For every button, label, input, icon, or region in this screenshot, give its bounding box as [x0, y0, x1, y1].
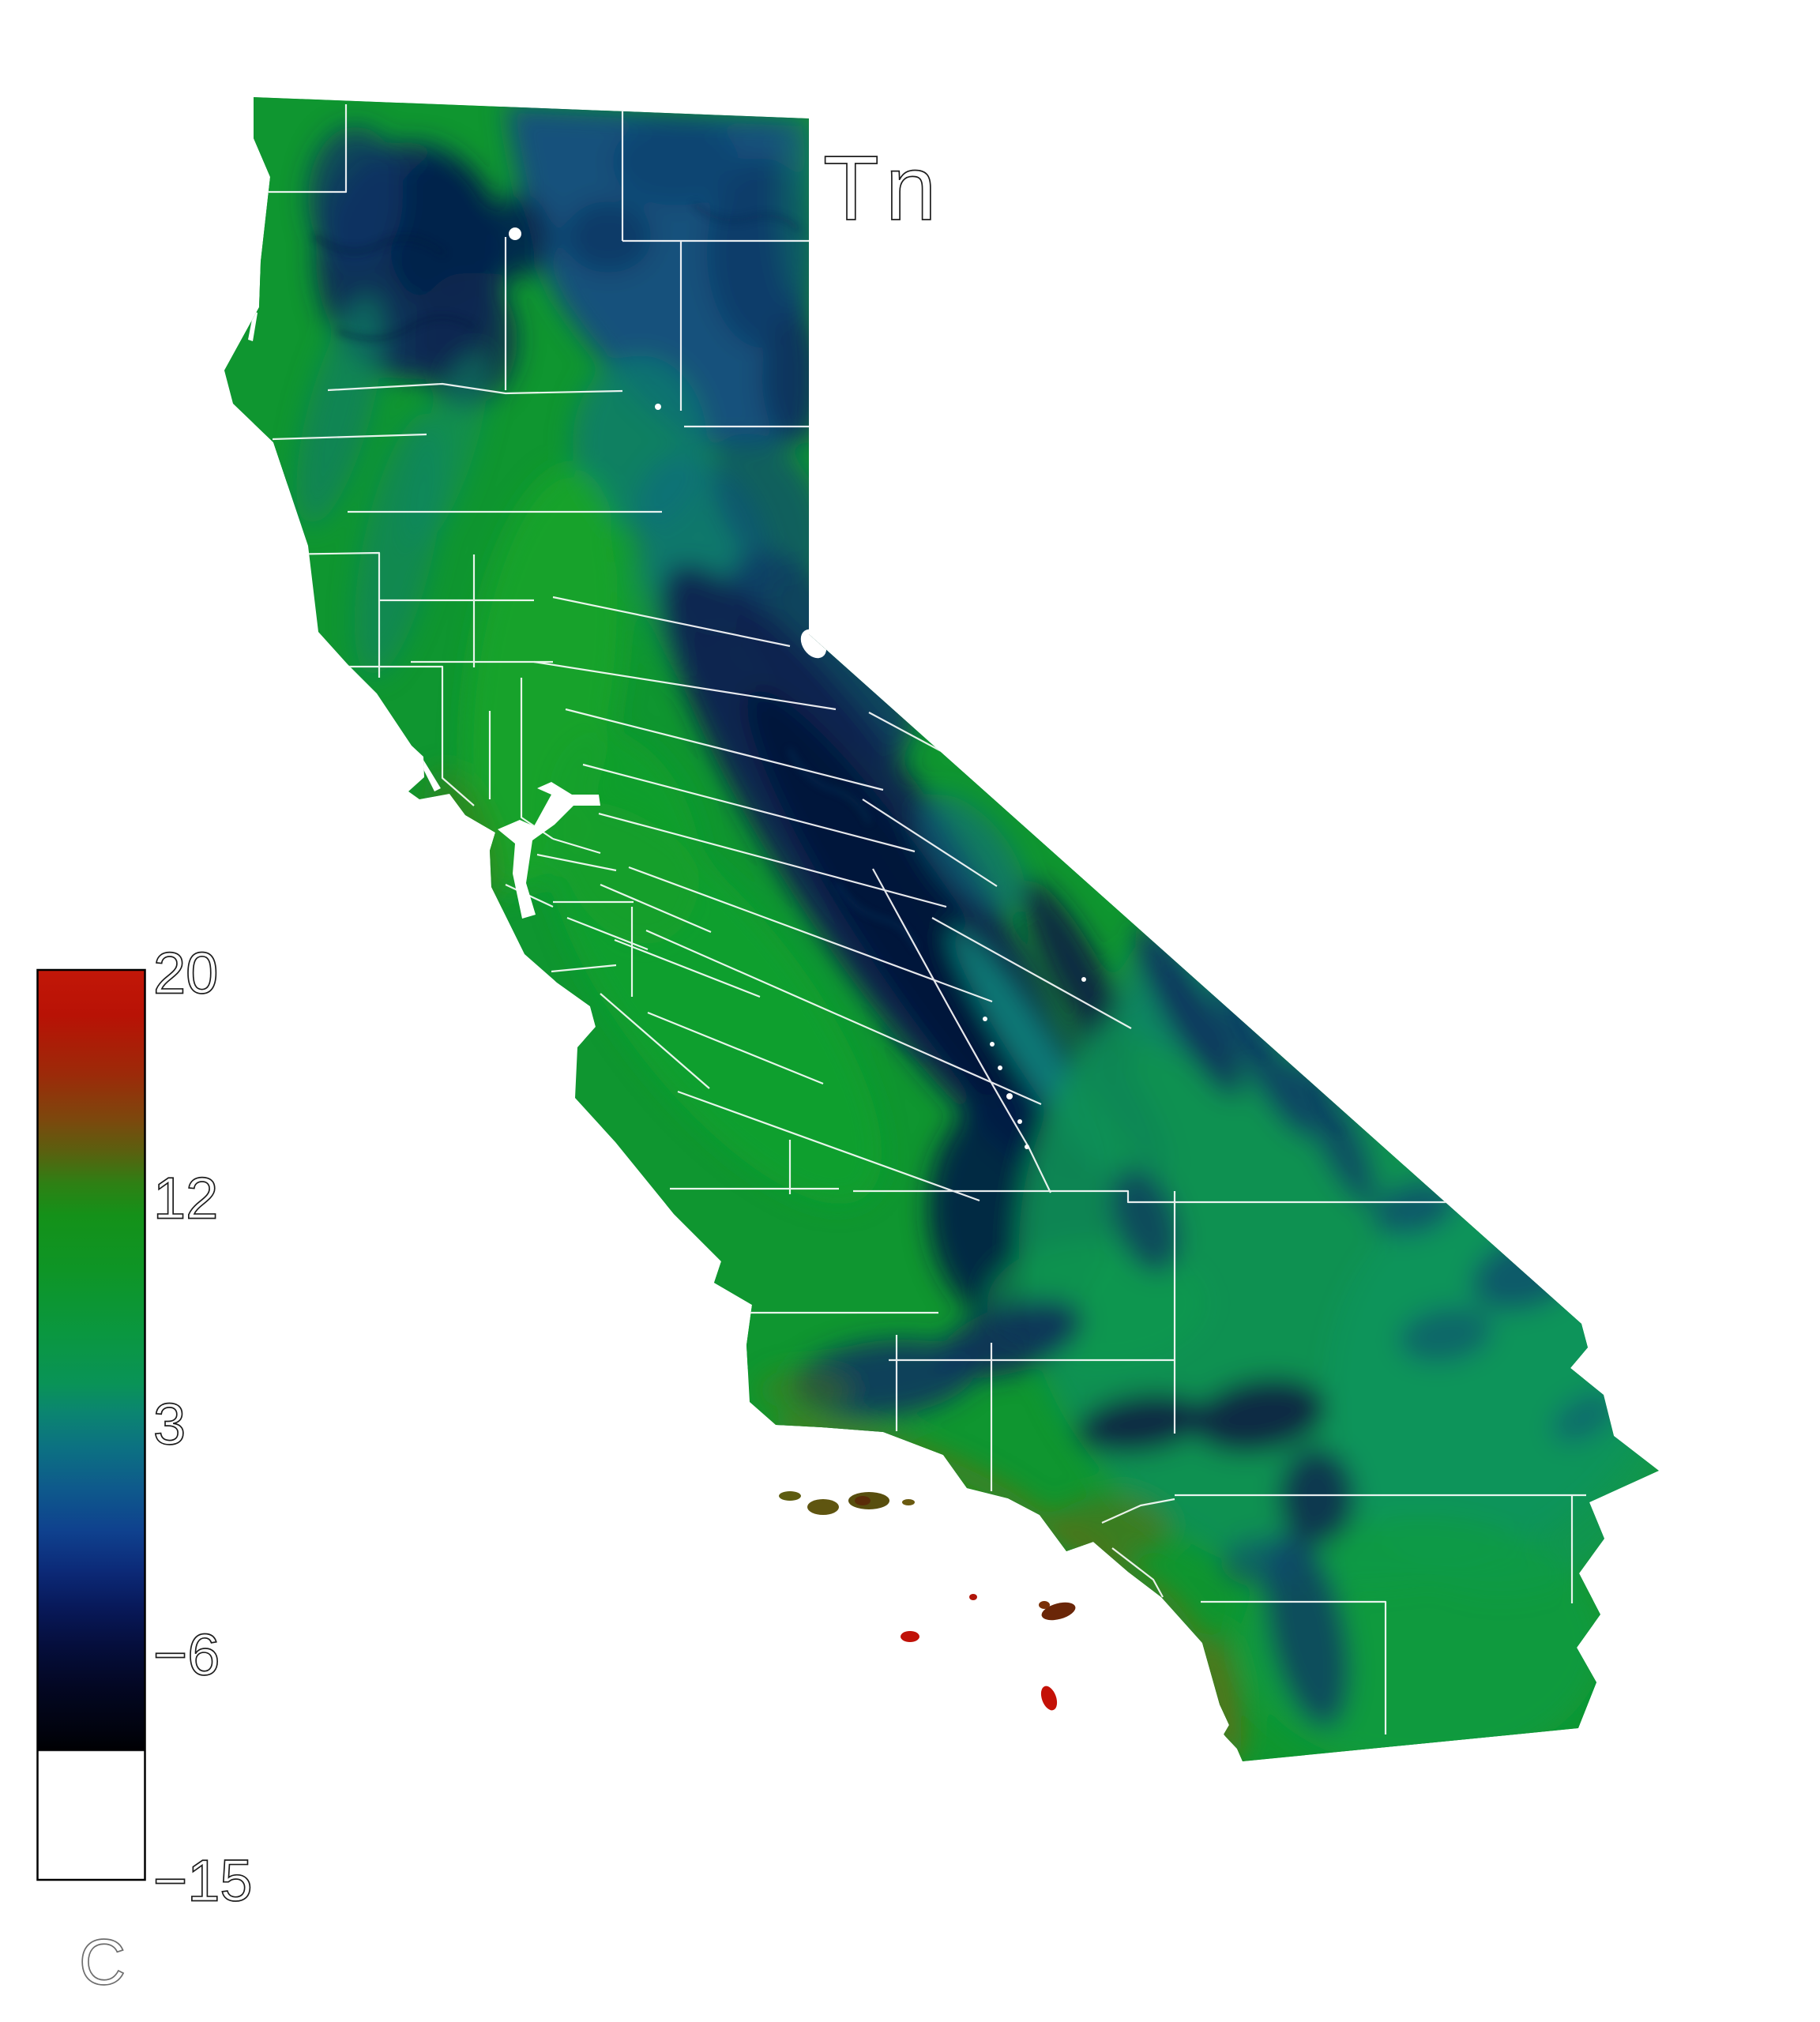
colorbar-tick-3: 3: [153, 1392, 186, 1457]
temperature-field: [296, 104, 1659, 1761]
santa-catalina-island-tip: [1039, 1601, 1050, 1609]
colorbar-tick-12: 12: [153, 1166, 218, 1231]
mount-shasta-dot: [509, 227, 521, 240]
santa-catalina-island: [1041, 1602, 1076, 1621]
san-nicolas-island: [901, 1631, 919, 1642]
colorbar-tick-20: 20: [153, 941, 218, 1006]
white-peak-dots: [509, 227, 1086, 1149]
map-body: [224, 97, 1659, 1761]
colorbar-tick-minus6: −6: [153, 1622, 220, 1688]
colorbar-unit-label: C: [79, 1926, 126, 1998]
colorbar-gradient-bar: [36, 968, 146, 1881]
anacapa-island: [902, 1499, 915, 1505]
san-miguel-island: [779, 1491, 801, 1501]
colorbar-tick-minus15: −15: [153, 1848, 253, 1914]
san-clemente-island: [1040, 1686, 1058, 1711]
santa-cruz-island-ridge: [855, 1496, 871, 1505]
channel-islands: [779, 1491, 1076, 1711]
santa-rosa-island: [807, 1499, 839, 1515]
map-title: Tn: [823, 137, 942, 239]
colorbar: 20 12 3 −6 −15 C: [36, 940, 253, 1999]
santa-barbara-island: [969, 1594, 977, 1600]
county-boundaries: [261, 104, 1586, 1734]
ridge-texture: [313, 202, 1342, 1135]
